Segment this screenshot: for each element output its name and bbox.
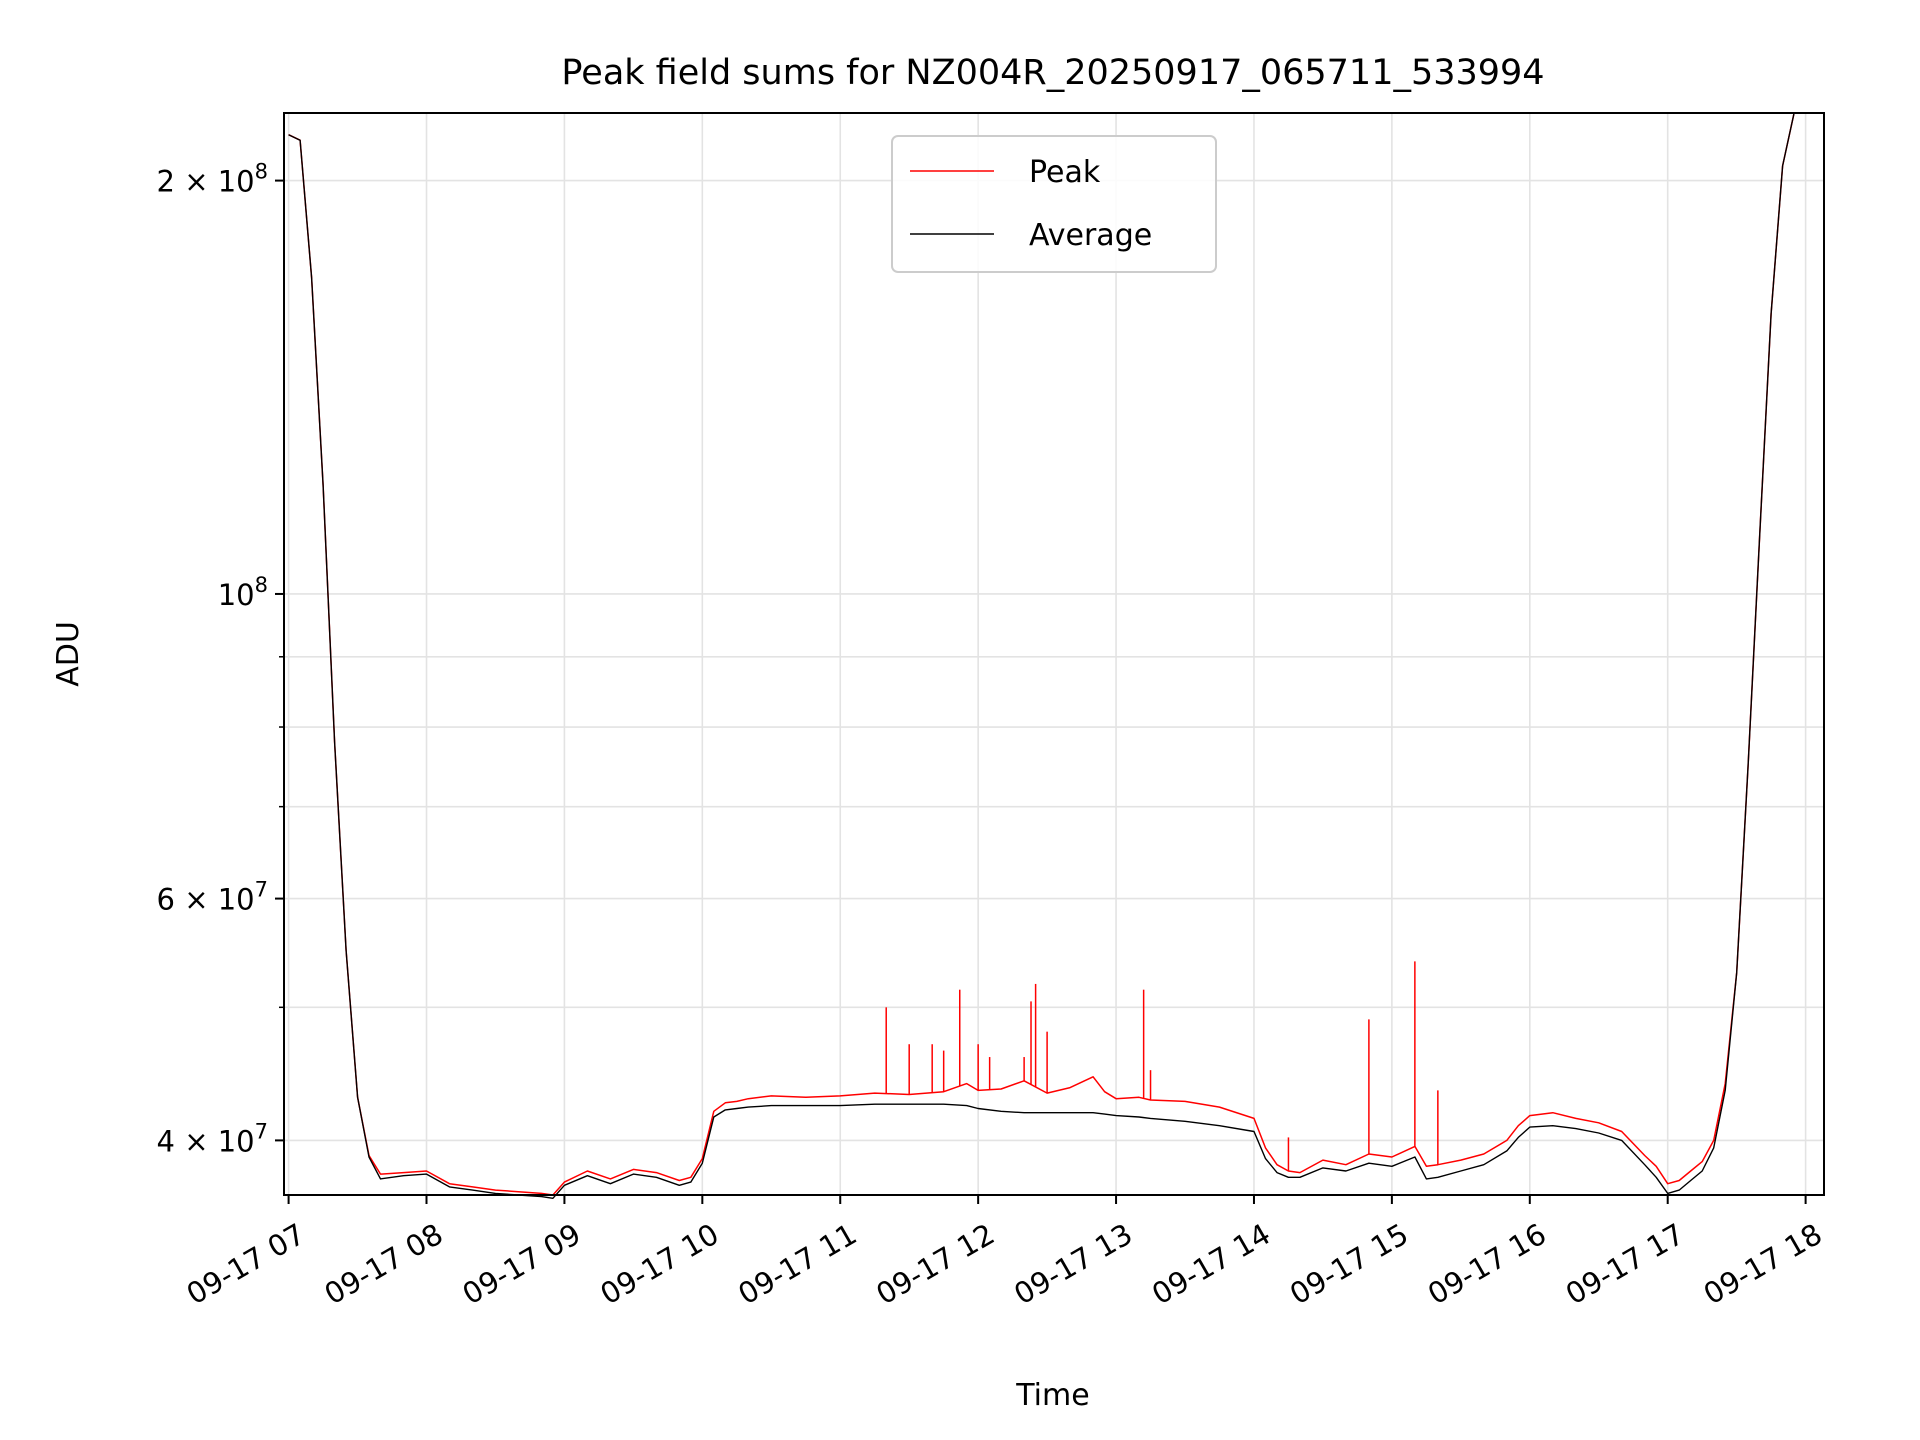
grid: [284, 113, 1824, 1195]
y-tick-label: 2 × 108: [157, 160, 268, 199]
series-line-peak: [288, 112, 1795, 1196]
legend: Peak Average: [891, 135, 1217, 273]
legend-box: [891, 135, 1217, 273]
legend-peak-label: Peak: [1029, 155, 1101, 190]
legend-average-label: Average: [1029, 218, 1152, 253]
x-axis-label: Time: [1015, 1378, 1089, 1413]
y-axis: 4 × 107 6 × 107 108 2 × 108: [157, 160, 284, 1158]
series-peak: [288, 112, 1795, 1196]
y-axis-label: ADU: [51, 621, 86, 687]
y-tick-label: 108: [218, 573, 268, 612]
y-tick-label: 6 × 107: [157, 878, 268, 917]
chart-title: Peak field sums for NZ004R_20250917_0657…: [561, 53, 1544, 93]
axes-frame: [283, 112, 1825, 1196]
y-tick-label: 4 × 107: [157, 1119, 268, 1158]
